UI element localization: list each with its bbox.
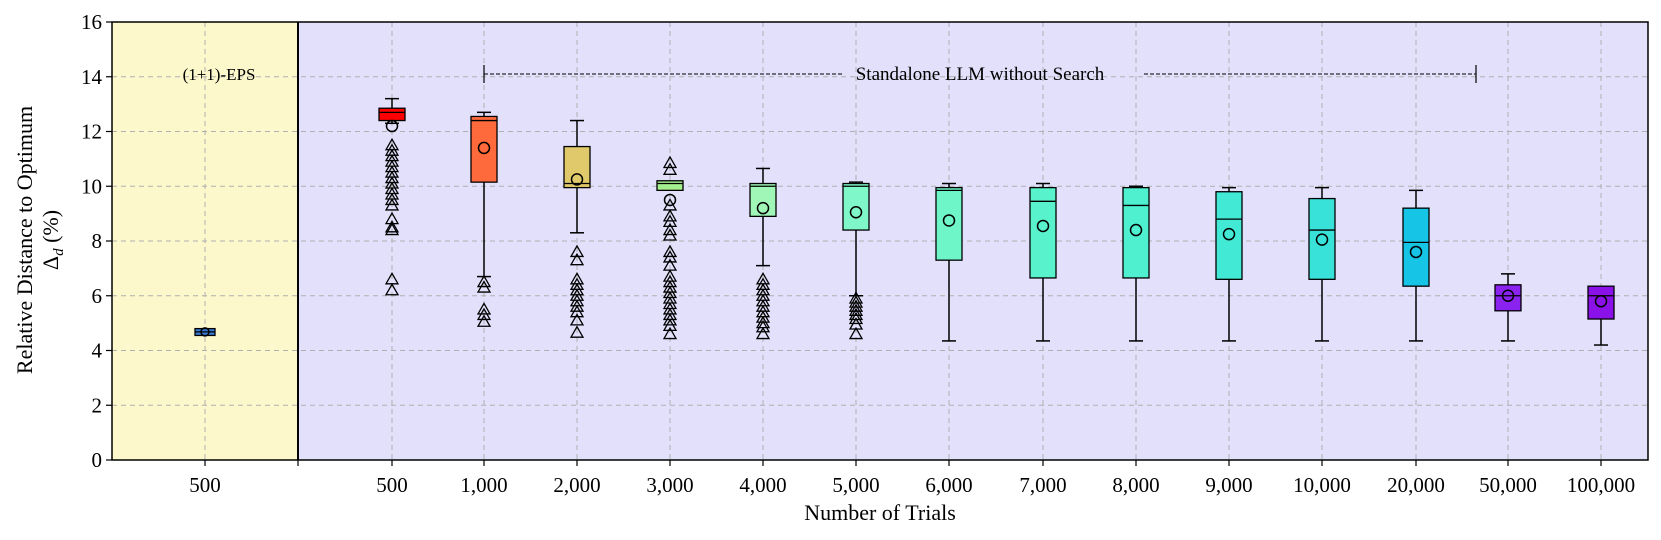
box-iqr bbox=[1122, 186, 1150, 279]
box-outlier-marker bbox=[569, 299, 585, 312]
region-label-llm: Standalone LLM without Search bbox=[856, 64, 1105, 85]
x-tick-label: 3,000 bbox=[646, 473, 693, 497]
labels: (1+1)-EPS Standalone LLM without Search … bbox=[12, 64, 1105, 525]
box-outlier-marker bbox=[755, 319, 771, 333]
box-outlier-marker bbox=[662, 244, 678, 258]
box-mean-marker bbox=[570, 173, 584, 186]
box-mean-marker bbox=[1315, 233, 1329, 246]
box-outlier-marker bbox=[662, 155, 678, 169]
x-tick-label: 6,000 bbox=[925, 473, 972, 497]
box-outlier-marker bbox=[848, 291, 864, 304]
box-outlier-marker bbox=[476, 274, 492, 288]
box-outlier-marker bbox=[848, 303, 864, 316]
box-outlier-marker bbox=[848, 295, 864, 308]
y-tick-label: 6 bbox=[92, 284, 103, 308]
box-mean-marker bbox=[849, 206, 863, 219]
box-mean-marker bbox=[663, 193, 677, 207]
y-tick-label: 12 bbox=[81, 120, 102, 144]
box-outlier-marker bbox=[569, 304, 585, 318]
x-tick-label: 500 bbox=[376, 473, 408, 497]
x-tick-label: 500 bbox=[189, 473, 221, 497]
box-iqr bbox=[1215, 191, 1243, 280]
box-outlier-marker bbox=[848, 299, 864, 312]
box-outlier-marker bbox=[384, 220, 400, 233]
y-tick-label: 16 bbox=[81, 10, 102, 34]
box-iqr bbox=[1494, 284, 1522, 312]
box-outlier-marker bbox=[662, 228, 678, 241]
box-outlier-marker bbox=[569, 325, 585, 338]
x-tick-label: 4,000 bbox=[739, 473, 786, 497]
box-outlier-marker bbox=[569, 244, 585, 258]
y-tick-label: 4 bbox=[92, 339, 103, 363]
box-outlier-marker bbox=[476, 280, 492, 293]
box-mean-marker bbox=[200, 327, 210, 337]
box-iqr bbox=[842, 182, 870, 231]
x-tick-label: 100,000 bbox=[1567, 473, 1635, 497]
box-mean-marker bbox=[756, 201, 770, 215]
x-tick-label: 2,000 bbox=[553, 473, 600, 497]
box-outlier-marker bbox=[384, 222, 400, 236]
y-axis-unit: (%) bbox=[38, 210, 63, 248]
x-tick-label: 1,000 bbox=[460, 473, 507, 497]
y-axis-subscript: d bbox=[51, 248, 67, 256]
box-iqr bbox=[563, 145, 591, 189]
box-outlier-marker bbox=[662, 250, 678, 263]
x-axis-label: Number of Trials bbox=[804, 500, 956, 525]
box-mean-marker bbox=[1594, 294, 1608, 308]
box-mean-marker bbox=[1409, 245, 1423, 259]
box-outlier-marker bbox=[662, 313, 678, 326]
box-mean-marker bbox=[942, 214, 956, 227]
y-tick-label: 8 bbox=[92, 229, 103, 253]
box-iqr bbox=[1587, 285, 1615, 320]
box-iqr bbox=[1029, 186, 1057, 279]
box-outlier-marker bbox=[662, 318, 678, 332]
y-tick-label: 14 bbox=[81, 65, 103, 89]
y-tick-label: 0 bbox=[92, 448, 103, 472]
box-iqr bbox=[1308, 197, 1336, 280]
box-outlier-marker bbox=[476, 302, 492, 315]
box-outlier-marker bbox=[662, 209, 678, 222]
x-tick-label: 9,000 bbox=[1205, 473, 1252, 497]
box-mean-marker bbox=[1501, 289, 1515, 302]
box-outlier-marker bbox=[662, 162, 678, 175]
x-tick-label: 20,000 bbox=[1387, 473, 1445, 497]
box-outlier-marker bbox=[384, 198, 400, 211]
box-outlier-marker bbox=[476, 314, 492, 327]
x-tick-label: 5,000 bbox=[832, 473, 879, 497]
x-tick-label: 50,000 bbox=[1479, 473, 1537, 497]
y-axis-symbol: Δ bbox=[38, 256, 63, 270]
box-mean-marker bbox=[1222, 227, 1236, 241]
y-tick-label: 2 bbox=[92, 393, 103, 417]
box-series bbox=[194, 97, 1615, 346]
box-outlier-marker bbox=[662, 222, 678, 236]
box-outlier-marker bbox=[384, 192, 400, 206]
x-tick-label: 7,000 bbox=[1019, 473, 1066, 497]
y-tick-label: 10 bbox=[81, 174, 102, 198]
box-outlier-marker bbox=[848, 326, 864, 340]
box-outlier-marker bbox=[662, 326, 678, 340]
box-outlier-marker bbox=[848, 311, 864, 325]
x-tick-label: 10,000 bbox=[1293, 473, 1351, 497]
y-axis-label-line2: Δd (%) bbox=[38, 210, 67, 270]
box-outlier-marker bbox=[569, 313, 585, 326]
box-outlier-marker bbox=[384, 282, 400, 296]
x-tick-label: 8,000 bbox=[1112, 473, 1159, 497]
box-mean-marker bbox=[1036, 219, 1050, 233]
box-mean-marker bbox=[1129, 223, 1143, 237]
box-outlier-marker bbox=[476, 307, 492, 321]
box-iqr bbox=[935, 186, 963, 261]
box-mean-marker bbox=[385, 119, 399, 133]
box-iqr bbox=[749, 182, 777, 218]
box-outlier-marker bbox=[755, 326, 771, 340]
box-mean-marker bbox=[477, 141, 491, 155]
box-iqr bbox=[656, 180, 684, 192]
box-outlier-marker bbox=[569, 252, 585, 266]
y-axis-label-line1: Relative Distance to Optimum bbox=[12, 106, 37, 374]
region-label-eps: (1+1)-EPS bbox=[183, 65, 256, 84]
box-iqr bbox=[470, 115, 498, 183]
box-iqr bbox=[378, 107, 406, 122]
box-outlier-marker bbox=[662, 214, 678, 227]
axes: 0 2 4 6 8 10 12 14 16 500 500 1,000 2,000 3,000 4,000 5… bbox=[81, 10, 1649, 497]
